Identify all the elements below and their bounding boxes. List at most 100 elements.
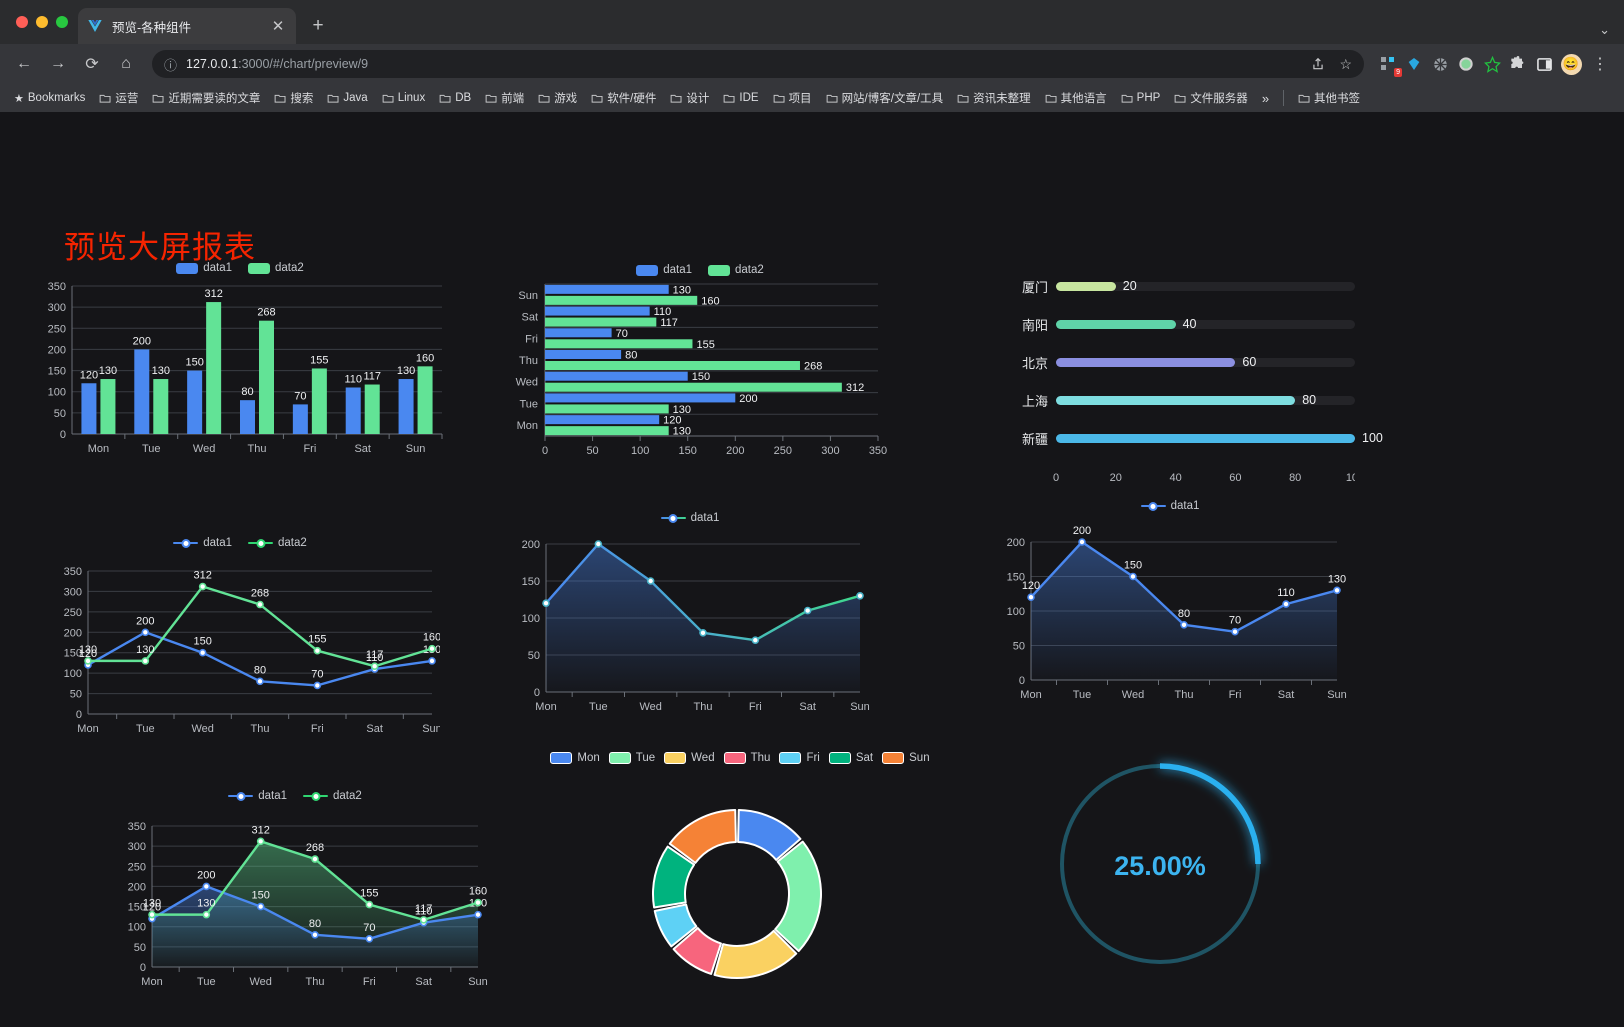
bookmark-label: IDE [739,92,759,104]
browser-tab[interactable]: 预览-各种组件 ✕ [78,8,296,44]
chart-gauge[interactable]: 25.00% [1040,742,1280,992]
legend-item-wed[interactable]: Wed [664,752,715,764]
progress-row[interactable]: 厦门 20 [1000,267,1355,305]
bookmark-label: 网站/博客/文章/工具 [841,93,944,105]
bookmark-folder-search[interactable]: 搜索 [268,87,319,109]
bookmark-folder-linux[interactable]: Linux [376,89,432,107]
bookmark-folder-other-languages[interactable]: 其他语言 [1039,87,1113,109]
legend-item-data1[interactable]: data1 [636,264,692,276]
pie-slice-sun [668,809,737,864]
bookmark-folder-ide[interactable]: IDE [717,89,764,107]
close-window-button[interactable] [16,16,28,28]
svg-text:70: 70 [294,390,306,402]
legend-swatch-icon [882,752,905,764]
avatar[interactable]: 😄 [1558,52,1584,76]
progress-row[interactable]: 新疆 100 [1000,419,1383,457]
bookmark-folder-design[interactable]: 设计 [664,87,715,109]
progress-row[interactable]: 北京 60 [1000,343,1355,381]
bookmark-folder-file-server[interactable]: 文件服务器 [1168,87,1254,109]
folder-icon [1121,92,1133,104]
chart-donut[interactable]: Mon Tue Wed Thu Fri Sat Sun [500,752,980,994]
folder-icon [382,92,394,104]
bookmark-folder-frontend[interactable]: 前端 [479,87,530,109]
svg-text:117: 117 [363,371,381,383]
legend-item-fri[interactable]: Fri [779,752,820,764]
reload-button[interactable]: ⟳ [85,56,99,73]
bookmark-folder-sites-blogs[interactable]: 网站/博客/文章/工具 [820,87,950,109]
bookmark-folder-software-hardware[interactable]: 软件/硬件 [585,87,662,109]
bookmark-folder-yunying[interactable]: 运营 [93,87,144,109]
gear-wheel-extension-icon[interactable] [1428,52,1452,76]
side-panel-icon[interactable] [1532,52,1556,76]
browser-menu-button[interactable]: ⋮ [1592,56,1608,73]
chart-progress-bars[interactable]: 厦门 20 南阳 40 北京 60 上海 80 新疆 100 0 20 40 60 80 100 [1000,267,1383,491]
bookmark-manager-entry[interactable]: ★ Bookmarks [8,89,91,108]
forward-button[interactable]: → [50,55,66,72]
svg-text:117: 117 [366,649,384,661]
bookmark-folder-projects[interactable]: 项目 [767,87,818,109]
chart-bar-vertical[interactable]: data1 data2 0 50 100 150 200 250 300 350 Mon 120 1… [30,262,450,464]
chart-line-two-series[interactable]: data1 data2 0 50 100 150 200 250 300 350 Mon Tue W… [40,537,440,744]
legend-item-data2[interactable]: data2 [248,537,307,549]
site-info-icon[interactable]: ⓘ [164,57,178,73]
maximize-window-button[interactable] [56,16,68,28]
bookmark-folder-games[interactable]: 游戏 [532,87,583,109]
legend-item-data1[interactable]: data1 [228,790,287,802]
legend-item-data2[interactable]: data2 [248,262,304,274]
svg-text:110: 110 [654,306,672,318]
chart-canvas [652,809,822,979]
progress-row[interactable]: 上海 80 [1000,381,1355,419]
chart-line-gradient[interactable]: data1 0 50 100 150 200 Mon Tue Wed Thu Fri Sat Sun [500,512,880,719]
svg-text:200: 200 [128,881,146,893]
progress-row[interactable]: 南阳 40 [1000,305,1355,343]
chart-area-two-series[interactable]: data1 data2 0 50 100 150 200 250 300 350 Mon Tue W… [100,790,490,997]
chevron-down-icon[interactable]: ⌄ [1599,22,1610,37]
pie-slice-mon [737,809,802,861]
grid-extension-icon[interactable]: 9 [1376,52,1402,77]
address-bar[interactable]: ⓘ 127.0.0.1:3000/#/chart/preview/9 ☆ [152,50,1364,78]
puzzle-extensions-icon[interactable] [1506,52,1530,76]
window-traffic-lights[interactable] [12,0,78,44]
bookmark-star-icon[interactable]: ☆ [1339,55,1352,72]
svg-text:100: 100 [631,445,649,457]
svg-text:50: 50 [70,689,82,701]
chart-area-single[interactable]: data1 0 50 100 150 200 Mon Tue Wed Thu Fri Sat Sun 1… [985,500,1355,707]
bookmark-folder-news-unsorted[interactable]: 资讯未整理 [951,87,1037,109]
legend-item-tue[interactable]: Tue [608,752,655,764]
bookmark-folder-db[interactable]: DB [433,89,477,107]
legend-item-data1[interactable]: data1 [176,262,232,274]
legend-item-sat[interactable]: Sat [828,752,873,764]
close-tab-button[interactable]: ✕ [271,18,285,35]
share-icon[interactable] [1311,57,1325,71]
back-button[interactable]: ← [16,55,32,72]
chart-bar-horizontal[interactable]: data1 data2 0 50 100 150 200 250 300 350 Sun 130 1… [500,264,900,466]
circle-extension-icon[interactable] [1454,52,1478,76]
diamond-extension-icon[interactable] [1402,52,1426,76]
chart-legend: data1 data2 [100,790,490,802]
home-button[interactable]: ⌂ [121,55,131,72]
svg-text:155: 155 [360,888,378,900]
svg-text:Sun: Sun [406,443,426,455]
bookmarks-overflow-button[interactable]: » [1261,90,1270,106]
bookmark-label: DB [455,92,472,104]
legend-item-mon[interactable]: Mon [550,752,600,764]
legend-item-data2[interactable]: data2 [708,264,764,276]
svg-text:130: 130 [673,404,691,416]
minimize-window-button[interactable] [36,16,48,28]
bookmark-folder-other[interactable]: 其他书签 [1292,87,1366,109]
legend-item-data1[interactable]: data1 [1140,500,1199,512]
svg-text:350: 350 [64,566,82,578]
bookmark-folder-php[interactable]: PHP [1115,89,1167,107]
legend-item-sun[interactable]: Sun [882,752,930,764]
legend-item-data1[interactable]: data1 [173,537,232,549]
bookmark-folder-java[interactable]: Java [321,89,373,107]
legend-item-data1[interactable]: data1 [660,512,719,524]
extension-badge-count: 9 [1394,68,1402,77]
legend-item-data2[interactable]: data2 [303,790,362,802]
svg-text:120: 120 [143,902,161,914]
url-text: 127.0.0.1:3000/#/chart/preview/9 [186,57,368,71]
star-outline-extension-icon[interactable] [1480,52,1504,76]
legend-item-thu[interactable]: Thu [723,752,770,764]
bookmark-folder-recent-articles[interactable]: 近期需要读的文章 [146,87,266,109]
new-tab-button[interactable]: + [312,15,324,36]
